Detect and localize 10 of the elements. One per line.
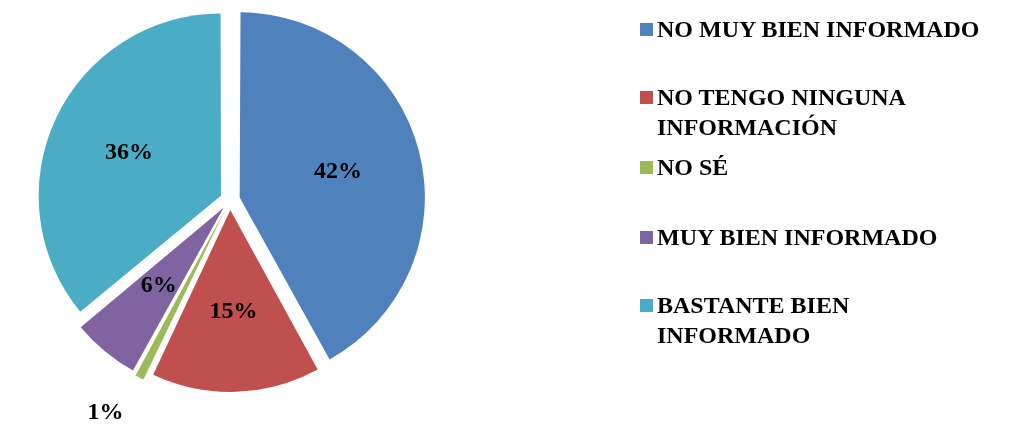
data-label: 36% (105, 137, 154, 164)
legend-label: NO MUY BIEN INFORMADO (657, 15, 980, 44)
data-label: 15% (209, 296, 258, 323)
data-label: 42% (314, 157, 363, 184)
legend-label: MUY BIEN INFORMADO (657, 223, 938, 252)
data-label: 1% (87, 398, 124, 425)
data-label: 6% (140, 271, 177, 298)
legend-label: NO TENGO NINGUNA INFORMACIÓN (657, 83, 907, 142)
legend-label: NO SÉ (657, 153, 729, 182)
legend-label: BASTANTE BIEN INFORMADO (657, 291, 851, 350)
